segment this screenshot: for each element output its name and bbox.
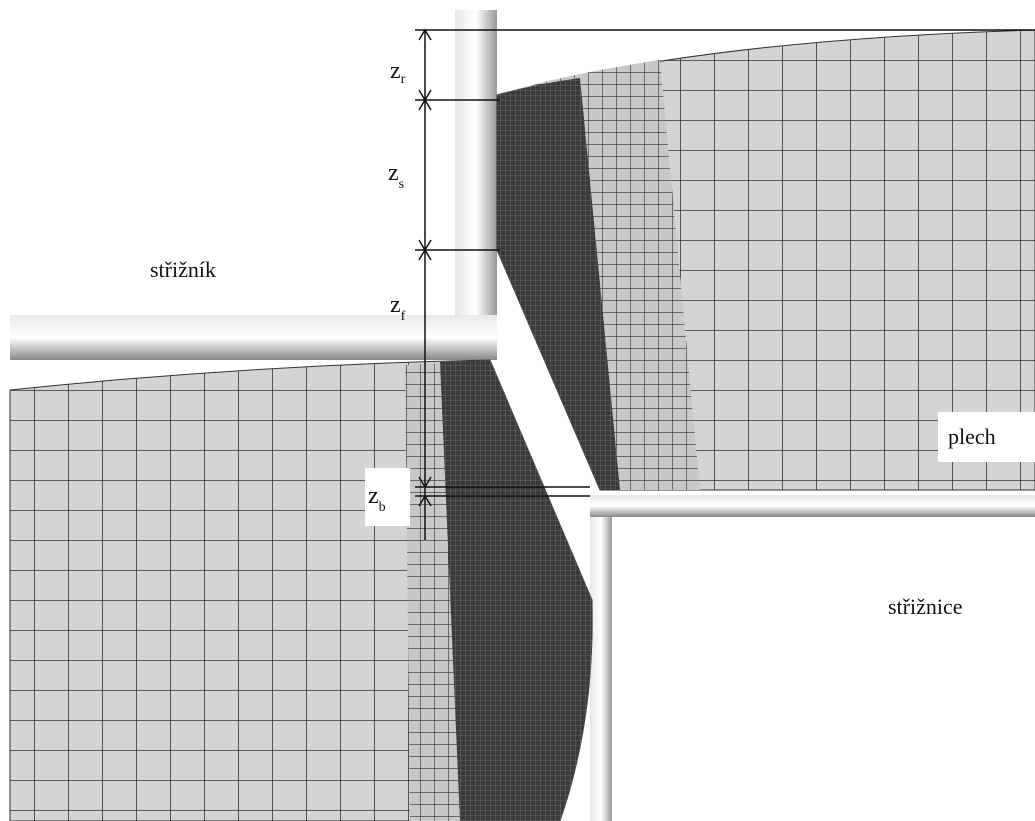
die-label: střižnice (888, 594, 963, 619)
dim-label: zs (388, 160, 404, 192)
dim-label: zr (390, 58, 406, 87)
sheet-label: plech (948, 424, 996, 449)
diagram: zr zs zf zb střižník plech střižnice (0, 0, 1035, 821)
punch-label: střižník (150, 257, 216, 282)
sheet-lower (10, 360, 592, 821)
